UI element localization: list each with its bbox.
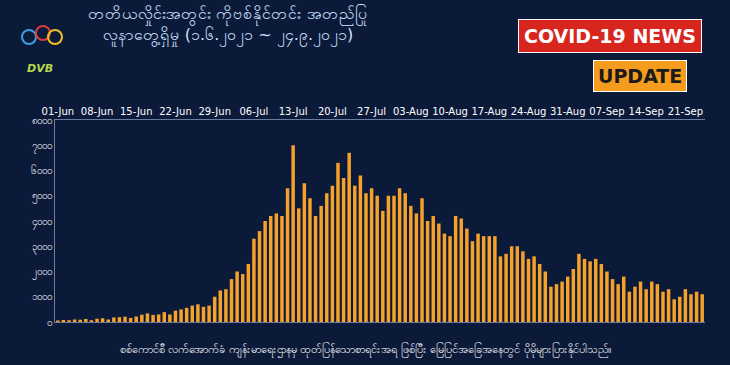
svg-text:၇၀၀၀: ၇၀၀၀ — [32, 140, 52, 154]
svg-text:17-Aug: 17-Aug — [471, 106, 507, 117]
svg-text:၄၀၀၀: ၄၀၀၀ — [32, 216, 52, 230]
svg-text:14-Sep: 14-Sep — [629, 106, 664, 117]
svg-text:31-Aug: 31-Aug — [550, 106, 586, 117]
svg-text:UPDATE: UPDATE — [598, 65, 682, 87]
svg-text:13-Jul: 13-Jul — [279, 106, 308, 117]
svg-text:29-Jun: 29-Jun — [198, 106, 231, 117]
svg-text:27-Jul: 27-Jul — [357, 106, 386, 117]
svg-text:10-Aug: 10-Aug — [432, 106, 468, 117]
svg-text:၈၀၀၀: ၈၀၀၀ — [32, 115, 52, 126]
svg-text:20-Jul: 20-Jul — [318, 106, 347, 117]
svg-text:03-Aug: 03-Aug — [393, 106, 429, 117]
svg-text:COVID-19 NEWS: COVID-19 NEWS — [524, 25, 696, 47]
svg-text:၂၀၀၀: ၂၀၀၀ — [32, 266, 52, 280]
svg-text:01-Jun: 01-Jun — [42, 106, 75, 117]
svg-text:စစ်ကောင်စီ လက်အောက်ခံ ကျန်းမာရ: စစ်ကောင်စီ လက်အောက်ခံ ကျန်းမာရေးဌာနမှ ထု… — [120, 342, 611, 358]
svg-text:၁၀၀၀: ၁၀၀၀ — [32, 291, 52, 302]
svg-text:22-Jun: 22-Jun — [159, 106, 192, 117]
svg-text:၃၀၀၀: ၃၀၀၀ — [32, 241, 52, 255]
svg-text:၅၀၀၀: ၅၀၀၀ — [32, 190, 52, 204]
svg-text:15-Jun: 15-Jun — [120, 106, 153, 117]
svg-text:တတိယလှိုင်းအတွင်း ကိုဗစ်နိုင်တ: တတိယလှိုင်းအတွင်း ကိုဗစ်နိုင်တင်း အတည်ပြ… — [88, 4, 367, 47]
svg-text:DVB: DVB — [27, 62, 53, 75]
svg-text:24-Aug: 24-Aug — [511, 106, 547, 117]
svg-text:08-Jun: 08-Jun — [81, 106, 114, 117]
svg-text:07-Sep: 07-Sep — [589, 106, 624, 117]
svg-text:21-Sep: 21-Sep — [668, 106, 703, 117]
svg-text:၀: ၀ — [47, 317, 52, 328]
svg-text:06-Jul: 06-Jul — [239, 106, 268, 117]
svg-text:၆၀၀၀: ၆၀၀၀ — [31, 164, 52, 176]
